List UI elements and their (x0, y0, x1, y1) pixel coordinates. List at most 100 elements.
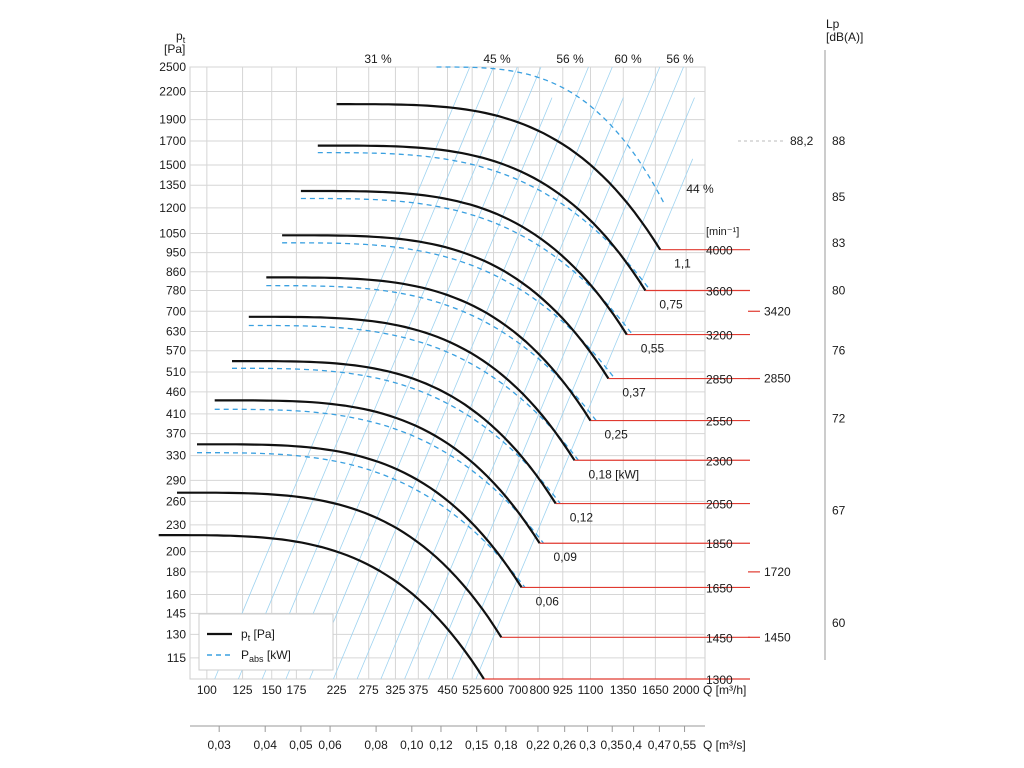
y-tick-label: 510 (166, 365, 186, 379)
efficiency-line (451, 97, 695, 680)
x-axis-bottom-unit: Q [m³/s] (703, 738, 746, 752)
efficiency-line (356, 66, 613, 680)
y-axis-label: pt (176, 29, 186, 45)
power-curve (266, 284, 597, 422)
speed-lines (483, 140, 785, 680)
y-tick-label: 230 (166, 518, 186, 532)
x-tick-label-m3s: 0,04 (254, 738, 278, 752)
labels: 2500 2200 1900 1700 1500 1350 1200 1050 950 860 78… (159, 52, 845, 752)
x-tick-label-m3s: 0,12 (429, 738, 453, 752)
y-tick-label: 1700 (159, 134, 186, 148)
x-tick-label-m3s: 0,55 (673, 738, 697, 752)
x-tick-label-m3s: 0,47 (648, 738, 672, 752)
sound-tick-label: 67 (832, 503, 846, 517)
y-tick-label: 115 (167, 651, 186, 665)
y-tick-label: 1200 (159, 201, 186, 215)
efficiency-line (238, 66, 494, 680)
efficiency-line (261, 66, 518, 680)
efficiency-line (333, 66, 589, 680)
sound-tick-label: 80 (832, 284, 846, 298)
power-label: 0,18 [kW] (588, 467, 639, 481)
y-tick-label: 860 (166, 265, 186, 279)
x-tick-label-m3h: 700 (508, 683, 528, 697)
rpm-unit-label: [min⁻¹] (706, 226, 739, 238)
y-tick-label: 780 (166, 284, 186, 298)
power-label: 0,37 (622, 386, 646, 400)
x-tick-label-m3h: 225 (327, 683, 347, 697)
legend-entry-pt: pt [Pa] (241, 627, 275, 643)
efficiency-label: 56 % (666, 52, 694, 66)
power-curve (214, 408, 545, 544)
x-tick-label-m3h: 1650 (642, 683, 669, 697)
efficiency-line (475, 158, 694, 680)
y-tick-label: 330 (166, 449, 186, 463)
y-axis-unit: [Pa] (164, 42, 185, 56)
y-tick-label: 2500 (159, 60, 186, 74)
power-curve (436, 66, 666, 206)
y-tick-label: 570 (166, 344, 186, 358)
y-tick-label: 1900 (159, 113, 186, 127)
x-tick-label-m3h: 925 (553, 683, 573, 697)
x-tick-label-m3s: 0,03 (207, 738, 231, 752)
efficiency-label: 31 % (364, 52, 392, 66)
rpm-label: 3600 (706, 285, 733, 299)
rpm-label: 1650 (706, 581, 733, 595)
sound-marker-label: 2850 (764, 372, 791, 386)
power-label: 0,09 (554, 550, 578, 564)
x-tick-label-m3h: 150 (262, 683, 282, 697)
pressure-curve (266, 276, 592, 422)
y-tick-label: 1350 (159, 178, 186, 192)
y-tick-label: 630 (166, 324, 186, 338)
y-tick-label: 290 (166, 473, 186, 487)
pressure-curve (158, 533, 485, 680)
rpm-label: 2050 (706, 498, 733, 512)
power-label: 0,75 (659, 298, 683, 312)
power-label: 0,55 (641, 342, 665, 356)
sound-tick-label: 83 (832, 236, 846, 250)
y-tick-label: 410 (166, 407, 186, 421)
x-tick-label-m3h: 2000 (673, 683, 700, 697)
x-tick-label-m3h: 525 (462, 683, 482, 697)
y-tick-label: 130 (166, 627, 186, 641)
pressure-curve (282, 234, 610, 380)
y-tick-label: 180 (166, 565, 186, 579)
efficiency-line (285, 66, 542, 680)
x-tick-label-m3s: 0,10 (400, 738, 424, 752)
x-tick-label-m3h: 125 (233, 683, 253, 697)
pressure-curve (317, 144, 647, 292)
rpm-label: 2850 (706, 373, 733, 387)
sound-tick-label: 60 (832, 616, 846, 630)
x-axis-top-unit: Q [m³/h] (703, 683, 746, 697)
x-tick-label-m3s: 0,22 (526, 738, 550, 752)
power-curve (300, 197, 634, 336)
power-label: 0,25 (605, 428, 629, 442)
efficiency-label: 44 % (686, 182, 714, 196)
y-tick-label: 160 (166, 587, 186, 601)
x-tick-label-m3h: 1350 (610, 683, 637, 697)
pressure-curve (214, 399, 541, 544)
grid (189, 66, 706, 732)
y-tick-label: 260 (166, 494, 186, 508)
efficiency-label: 56 % (556, 52, 584, 66)
sound-marker-label: 1450 (764, 630, 791, 644)
x-tick-label-m3s: 0,08 (364, 738, 388, 752)
rpm-label: 1850 (706, 537, 733, 551)
x-tick-label-m3h: 600 (484, 683, 504, 697)
y-tick-label: 950 (166, 246, 186, 260)
x-tick-label-m3h: 325 (385, 683, 405, 697)
power-curve (317, 151, 652, 291)
x-tick-label-m3h: 275 (359, 683, 379, 697)
efficiency-label: 45 % (483, 52, 511, 66)
power-curve (197, 452, 526, 588)
power-label: 0,06 (536, 594, 560, 608)
pressure-curve (248, 315, 576, 461)
x-tick-label-m3h: 100 (197, 683, 217, 697)
sound-marker-label: 1720 (764, 565, 791, 579)
rpm-label: 1450 (706, 631, 733, 645)
efficiency-line (404, 66, 661, 680)
rpm-label: 4000 (706, 244, 733, 258)
x-tick-label-m3s: 0,3 (579, 738, 596, 752)
power-curves (197, 66, 666, 588)
rpm-label: 2300 (706, 454, 733, 468)
